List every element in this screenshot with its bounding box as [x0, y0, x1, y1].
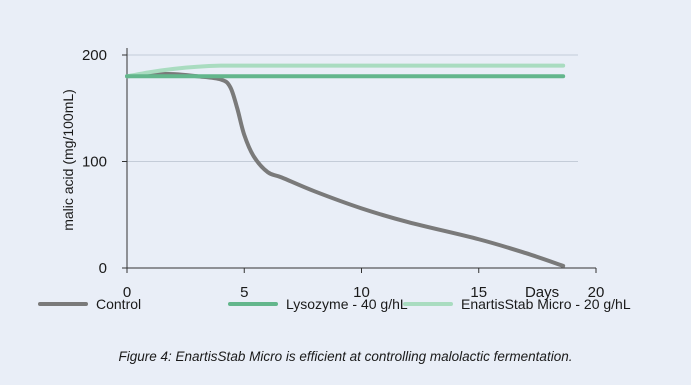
enartisstab-micro-20-g-hl-line: [125, 63, 566, 79]
control-line: [125, 71, 566, 268]
axes-layer: [126, 48, 596, 269]
ticks-layer: 0 100 200 0 5 10 15 20 Days: [82, 47, 604, 301]
legend: Control Lysozyme - 40 g/hL EnartisStab Mic…: [38, 296, 631, 312]
grid-layer: [127, 54, 578, 269]
figure-caption: Figure 4: EnartisStab Micro is efficient…: [118, 349, 573, 364]
x-tick-label: 0: [123, 284, 131, 301]
legend-label-control: Control: [96, 296, 141, 312]
legend-label-enartisstab-micro-20-g-hl: EnartisStab Micro - 20 g/hL: [461, 296, 631, 312]
x-axis-title: Days: [525, 284, 559, 301]
x-tick-label: 5: [240, 284, 248, 301]
y-tick-label: 0: [99, 260, 107, 277]
x-tick-label: 20: [588, 284, 605, 301]
legend-label-lysozyme-40-g-hl: Lysozyme - 40 g/hL: [286, 296, 408, 312]
y-tick-label: 100: [82, 154, 107, 171]
x-tick-label: 15: [470, 284, 487, 301]
series-layer: [125, 63, 566, 268]
y-axis-title: malic acid (mg/100mL): [60, 89, 76, 231]
x-tick-label: 10: [353, 284, 370, 301]
y-tick-label: 200: [82, 47, 107, 64]
